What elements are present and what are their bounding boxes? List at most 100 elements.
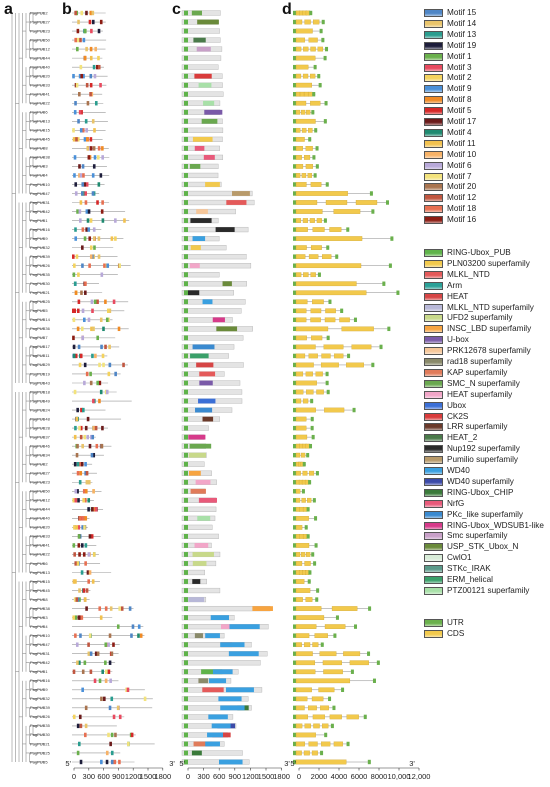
legend-swatch bbox=[424, 96, 443, 105]
domain-backbone bbox=[181, 290, 234, 296]
legend-label: Motif 3 bbox=[447, 62, 472, 72]
utr-box bbox=[326, 389, 330, 395]
cds-box bbox=[295, 335, 307, 341]
legend-item: Motif 3 bbox=[424, 62, 549, 74]
utr-box bbox=[293, 516, 296, 521]
motif-box bbox=[77, 119, 80, 124]
domain-box bbox=[184, 55, 188, 61]
domain-box bbox=[190, 488, 206, 494]
utr-box bbox=[350, 669, 354, 674]
motif-box bbox=[84, 191, 88, 196]
domain-box bbox=[184, 10, 188, 16]
motif-box bbox=[89, 82, 93, 88]
domain-box bbox=[184, 127, 188, 133]
motif-box bbox=[76, 308, 80, 313]
legend-item: Motif 17 bbox=[424, 117, 549, 128]
cds-box bbox=[341, 326, 374, 332]
domain-backbone bbox=[181, 281, 247, 287]
motif-box bbox=[75, 416, 79, 422]
motif-box bbox=[91, 579, 95, 584]
motif-box bbox=[91, 434, 95, 440]
motif-box bbox=[92, 64, 96, 70]
motif-box bbox=[74, 227, 77, 232]
cds-box bbox=[301, 497, 306, 503]
utr-box bbox=[353, 317, 357, 323]
motif-box bbox=[84, 425, 88, 431]
cds-box bbox=[315, 371, 323, 377]
legend-item: Smc superfamily bbox=[424, 531, 549, 542]
motif-box bbox=[83, 660, 87, 665]
utr-box bbox=[293, 371, 296, 377]
utr-box bbox=[293, 245, 296, 250]
motif-box bbox=[110, 696, 114, 702]
legend-label: PKc_like superfamily bbox=[447, 509, 523, 519]
utr-box bbox=[314, 516, 318, 521]
motif-box bbox=[89, 137, 93, 142]
motif-box bbox=[76, 46, 79, 52]
motif-box bbox=[88, 534, 92, 539]
utr-box bbox=[315, 597, 319, 602]
cds-box bbox=[307, 173, 313, 178]
motif-box bbox=[72, 317, 76, 323]
motif-box bbox=[88, 19, 92, 25]
legend-label: PTZ00121 superfamily bbox=[447, 585, 530, 595]
motif-box bbox=[81, 191, 84, 196]
motif-box bbox=[94, 353, 97, 359]
legend-label: Motif 18 bbox=[447, 204, 477, 214]
utr-box bbox=[312, 155, 316, 160]
motif-box bbox=[101, 425, 104, 431]
legend-swatch bbox=[424, 107, 443, 116]
domain-box bbox=[184, 497, 188, 503]
motif-box bbox=[87, 507, 90, 512]
motif-box bbox=[108, 660, 112, 665]
tree-leaf-label: PagPUB33 bbox=[30, 534, 51, 539]
motif-box bbox=[88, 570, 92, 575]
utr-box bbox=[304, 525, 308, 530]
legend-label: MLKL_NTD bbox=[447, 269, 490, 279]
cds-box bbox=[309, 470, 315, 476]
motif-box bbox=[79, 128, 83, 133]
cds-box bbox=[295, 64, 309, 70]
domain-box bbox=[184, 705, 188, 711]
motif-box bbox=[92, 326, 95, 332]
legend-label: LRR superfamily bbox=[447, 422, 508, 432]
utr-box bbox=[293, 425, 296, 431]
domain-backbone bbox=[181, 416, 220, 422]
cds-box bbox=[295, 687, 312, 693]
utr-box bbox=[293, 281, 296, 286]
motif-box bbox=[107, 642, 110, 647]
motif-box bbox=[101, 353, 105, 359]
domain-box bbox=[184, 696, 188, 702]
cds-box bbox=[295, 552, 301, 557]
domain-backbone bbox=[181, 308, 242, 314]
domain-box bbox=[184, 750, 188, 756]
legend-label: Pumilio superfamily bbox=[447, 455, 518, 465]
domain-box bbox=[184, 669, 188, 675]
cds-box bbox=[295, 127, 301, 133]
domain-box bbox=[191, 750, 202, 756]
motif-box bbox=[80, 110, 83, 115]
domain-box bbox=[184, 425, 188, 431]
motif-box bbox=[79, 37, 82, 43]
motif-box bbox=[86, 434, 90, 440]
motif-box bbox=[109, 741, 112, 747]
motif-box bbox=[83, 434, 87, 440]
domain-box bbox=[184, 723, 188, 729]
motif-box bbox=[88, 146, 91, 151]
motif-box bbox=[96, 299, 99, 304]
legend-label: USP_STK_Ubox_N bbox=[447, 542, 519, 552]
domain-box bbox=[205, 633, 220, 639]
legend-swatch bbox=[424, 401, 443, 410]
utr-box bbox=[367, 651, 371, 656]
utr-box bbox=[293, 660, 296, 665]
tree-leaf-label: PagPUB39 bbox=[30, 705, 51, 710]
domain-box bbox=[184, 651, 188, 657]
legend-label: Motif 6 bbox=[447, 160, 472, 170]
tree-leaf-label: PagPUB1 bbox=[30, 218, 48, 223]
motif-box bbox=[84, 723, 88, 729]
motif-box bbox=[100, 272, 104, 277]
utr-box bbox=[293, 272, 296, 277]
motif-box bbox=[89, 380, 93, 386]
motif-box bbox=[105, 669, 108, 674]
cds-box bbox=[295, 615, 325, 620]
